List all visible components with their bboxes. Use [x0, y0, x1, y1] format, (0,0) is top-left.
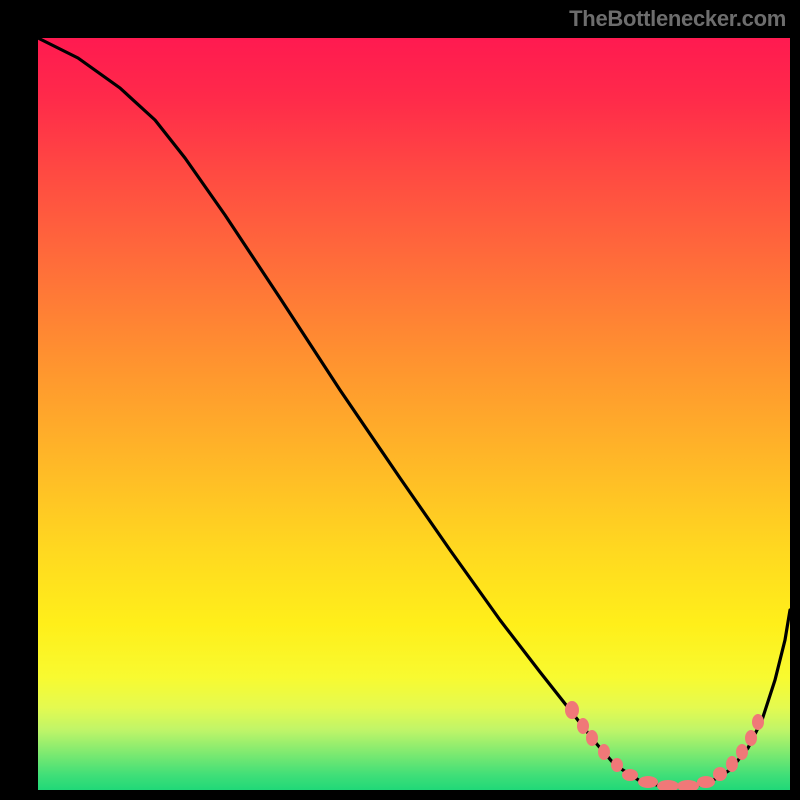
marker-dot [752, 714, 764, 730]
marker-dot [577, 718, 589, 734]
marker-dot [565, 701, 579, 719]
chart-svg [0, 0, 800, 800]
marker-dot [697, 776, 715, 788]
chart-container: TheBottlenecker.com [0, 0, 800, 800]
marker-dot [713, 767, 727, 781]
marker-dot [611, 758, 623, 772]
marker-dot [598, 744, 610, 760]
marker-dot [726, 756, 738, 772]
marker-dot [745, 730, 757, 746]
marker-dot [586, 730, 598, 746]
marker-dot [736, 744, 748, 760]
marker-dot [622, 769, 638, 781]
plot-background [38, 38, 790, 790]
watermark-text: TheBottlenecker.com [569, 6, 786, 32]
marker-dot [638, 776, 658, 788]
